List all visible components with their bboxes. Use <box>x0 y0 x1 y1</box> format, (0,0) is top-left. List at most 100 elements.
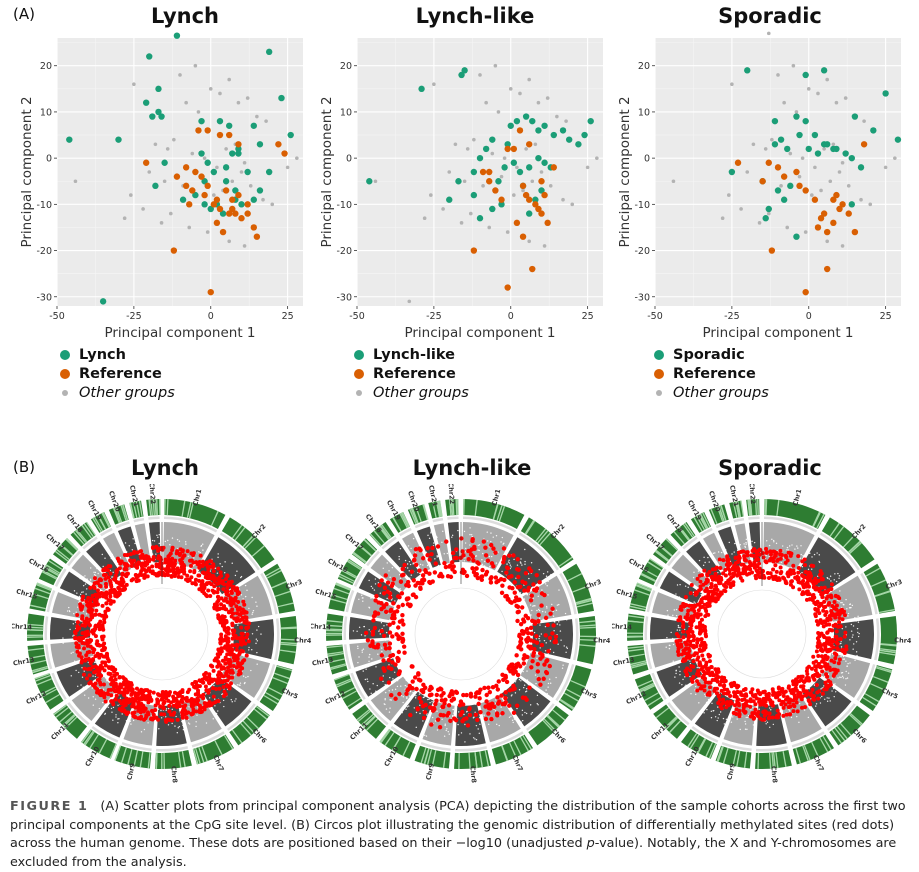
other-point <box>227 240 231 244</box>
dms-point <box>88 623 92 627</box>
background-point <box>461 732 462 733</box>
dms-point <box>504 690 508 694</box>
background-point <box>443 684 444 685</box>
background-point <box>78 672 79 673</box>
dms-point <box>94 634 98 638</box>
dms-point <box>489 717 493 721</box>
background-point <box>217 710 218 711</box>
dms-point <box>101 604 105 608</box>
background-point <box>495 589 496 590</box>
background-point <box>519 593 520 594</box>
background-point <box>510 565 511 566</box>
background-point <box>151 581 152 582</box>
background-point <box>255 643 256 644</box>
background-point <box>83 576 84 577</box>
dms-point <box>80 623 84 627</box>
background-point <box>424 676 425 677</box>
background-point <box>486 681 487 682</box>
background-point <box>515 679 516 680</box>
background-point <box>708 699 709 700</box>
reference-point <box>775 164 781 170</box>
background-point <box>522 714 523 715</box>
background-point <box>454 575 455 576</box>
background-point <box>125 593 126 594</box>
chromosome-label: Chr14 <box>311 622 332 631</box>
background-point <box>120 598 121 599</box>
background-point <box>539 635 540 636</box>
dms-point <box>183 703 187 707</box>
reference-point <box>281 150 287 156</box>
background-point <box>407 652 408 653</box>
background-point <box>160 710 161 711</box>
other-point <box>243 161 247 165</box>
group-point <box>787 183 793 189</box>
other-point <box>770 138 774 142</box>
background-point <box>77 686 78 687</box>
other-point <box>163 179 167 183</box>
background-point <box>237 689 238 690</box>
chromosome-label: Chr17 <box>644 532 666 552</box>
dms-point <box>197 564 201 568</box>
background-point <box>93 644 94 645</box>
background-point <box>412 692 413 693</box>
background-point <box>839 590 840 591</box>
group-point <box>288 132 294 138</box>
dms-point <box>178 553 182 557</box>
dms-point <box>388 630 392 634</box>
background-point <box>500 706 501 707</box>
dms-point <box>127 685 131 689</box>
background-point <box>430 532 431 533</box>
background-point <box>371 693 372 694</box>
dms-point <box>196 574 200 578</box>
background-point <box>227 615 228 616</box>
background-point <box>533 605 534 606</box>
background-point <box>85 583 86 584</box>
track-divider <box>433 518 444 523</box>
dms-point <box>486 711 490 715</box>
reference-point <box>201 192 207 198</box>
background-point <box>771 582 772 583</box>
dms-point <box>217 607 221 611</box>
group-point <box>471 192 477 198</box>
x-tick-label: 0 <box>806 311 812 322</box>
background-point <box>547 571 548 572</box>
background-point <box>253 610 254 611</box>
background-point <box>418 684 419 685</box>
other-point <box>255 115 259 119</box>
background-point <box>558 589 559 590</box>
dms-point <box>199 710 203 714</box>
dms-point <box>170 718 174 722</box>
background-point <box>405 560 406 561</box>
background-point <box>457 724 458 725</box>
dms-point <box>94 609 98 613</box>
dms-point <box>102 695 106 699</box>
dms-point <box>224 590 228 594</box>
other-point <box>243 244 247 248</box>
dms-point <box>404 692 408 696</box>
dms-point <box>470 539 474 543</box>
dms-point <box>229 664 233 668</box>
background-point <box>539 624 540 625</box>
dms-point <box>93 613 97 617</box>
dms-point <box>502 555 506 559</box>
dms-point <box>172 567 176 571</box>
background-point <box>193 557 194 558</box>
dms-point <box>133 691 137 695</box>
chromosome-label: Chr11 <box>649 721 671 742</box>
group-point <box>508 123 514 129</box>
background-point <box>502 589 503 590</box>
background-point <box>68 607 69 608</box>
background-point <box>406 698 407 699</box>
legend-dot-icon <box>654 369 664 379</box>
dms-point <box>129 693 133 697</box>
background-point <box>159 685 160 686</box>
dms-point <box>182 554 186 558</box>
background-point <box>496 562 497 563</box>
group-point <box>802 72 808 78</box>
other-point <box>132 82 136 86</box>
dms-point <box>414 595 418 599</box>
dms-point <box>535 573 539 577</box>
background-point <box>395 689 396 690</box>
dms-point <box>202 585 206 589</box>
